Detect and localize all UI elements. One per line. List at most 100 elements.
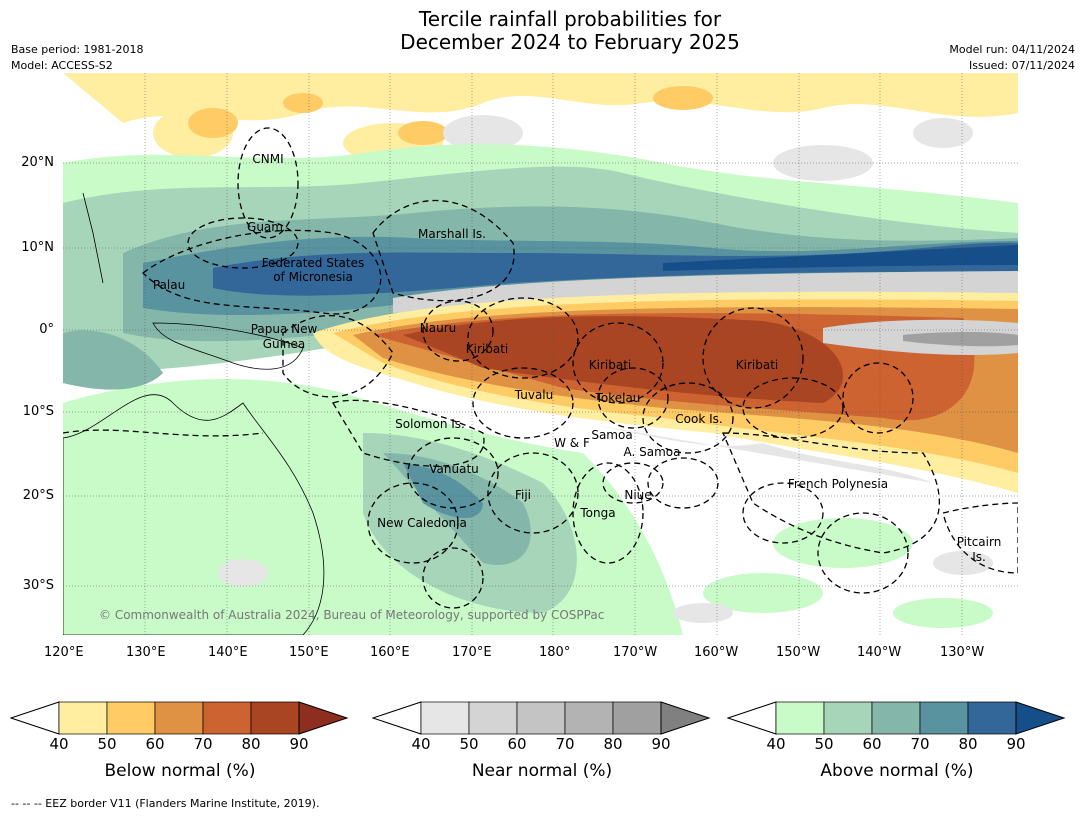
label-samoa: Samoa xyxy=(591,428,633,442)
colorbar-over-arrow xyxy=(298,701,349,735)
colorbar-segment xyxy=(516,701,566,735)
colorbar-segment xyxy=(202,701,252,735)
rainfall-map: © Commonwealth of Australia 2024, Bureau… xyxy=(63,73,1018,635)
lat-tick: 20°S xyxy=(22,488,54,503)
colorbar-tick: 40 xyxy=(766,735,786,753)
colorbar-tick: 80 xyxy=(603,735,623,753)
lon-tick: 150°E xyxy=(289,645,329,660)
colorbar-tick: 50 xyxy=(814,735,834,753)
label-solomon-is: Solomon Is. xyxy=(395,417,465,431)
colorbar-tick: 50 xyxy=(459,735,479,753)
label-niue: Niue xyxy=(624,488,652,502)
label-guam: Guam xyxy=(247,220,283,234)
model-name: Model: ACCESS-S2 xyxy=(11,59,113,72)
lon-tick: 170°W xyxy=(613,645,658,660)
colorbar-1 xyxy=(371,700,712,740)
label-wallis-futuna: W & F xyxy=(554,436,590,450)
lat-tick: 30°S xyxy=(22,578,54,593)
label-marshall-is: Marshall Is. xyxy=(418,227,486,241)
title-line-1: Tercile rainfall probabilities for xyxy=(418,7,722,31)
label-new-caledonia: New Caledonia xyxy=(377,516,467,530)
label-american-samoa: A. Samoa xyxy=(623,445,681,459)
label-pitcairn-1: Pitcairn xyxy=(956,535,1002,549)
colorbar-segment xyxy=(420,701,470,735)
colorbar-under-arrow xyxy=(371,701,422,735)
colorbar-under-arrow xyxy=(9,701,60,735)
model-run: Model run: 04/11/2024 xyxy=(949,43,1075,56)
colorbar-tick: 60 xyxy=(862,735,882,753)
base-period: Base period: 1981-2018 xyxy=(11,43,144,56)
label-fsm-2: of Micronesia xyxy=(273,270,353,284)
colorbar-title: Above normal (%) xyxy=(820,761,974,781)
colorbar-tick: 40 xyxy=(49,735,69,753)
colorbar-tick: 40 xyxy=(411,735,431,753)
label-nauru: Nauru xyxy=(419,321,457,335)
colorbar-tick: 90 xyxy=(289,735,309,753)
label-tuvalu: Tuvalu xyxy=(514,388,554,402)
lat-tick: 10°S xyxy=(22,404,54,419)
colorbar-segment xyxy=(58,701,108,735)
colorbar-tick: 60 xyxy=(145,735,165,753)
colorbar-segment xyxy=(871,701,921,735)
colorbar-tick: 70 xyxy=(555,735,575,753)
lon-tick: 140°W xyxy=(857,645,902,660)
title-line-2: December 2024 to February 2025 xyxy=(400,30,740,54)
lon-tick: 130°E xyxy=(126,645,166,660)
colorbar-tick: 50 xyxy=(97,735,117,753)
copyright-notice: © Commonwealth of Australia 2024, Bureau… xyxy=(99,608,604,622)
lon-tick: 120°E xyxy=(44,645,84,660)
colorbar-under-arrow xyxy=(726,701,777,735)
label-fsm-1: Federated States xyxy=(261,256,365,270)
colorbar-segment xyxy=(775,701,825,735)
label-cook-is: Cook Is. xyxy=(675,412,723,426)
colorbar-tick: 90 xyxy=(1006,735,1026,753)
label-fiji: Fiji xyxy=(514,488,532,502)
colorbar-tick: 80 xyxy=(241,735,261,753)
colorbar-segment xyxy=(468,701,518,735)
colorbar-segment xyxy=(919,701,969,735)
lon-tick: 140°E xyxy=(208,645,248,660)
eez-borders xyxy=(63,127,1018,609)
colorbar-title: Near normal (%) xyxy=(471,761,613,781)
label-tonga: Tonga xyxy=(580,506,616,520)
colorbar-segment xyxy=(967,701,1017,735)
colorbar-segment xyxy=(154,701,204,735)
colorbar-tick: 70 xyxy=(910,735,930,753)
label-tokelau: Tokelau xyxy=(595,391,641,405)
lon-tick: 130°W xyxy=(940,645,985,660)
colorbar-over-arrow xyxy=(1015,701,1066,735)
label-kiribati-east: Kiribati xyxy=(735,358,779,372)
colorbar-tick: 70 xyxy=(193,735,213,753)
colorbar-segment xyxy=(612,701,662,735)
meta-right: Model run: 04/11/2024 Issued: 07/11/2024 xyxy=(949,42,1075,74)
eez-legend-note: -- -- -- EEZ border V11 (Flanders Marine… xyxy=(11,797,320,810)
colorbar-title: Below normal (%) xyxy=(104,761,256,781)
label-png-2: Guinea xyxy=(262,337,306,351)
lon-tick: 160°W xyxy=(694,645,739,660)
lat-tick: 10°N xyxy=(21,240,54,255)
label-palau: Palau xyxy=(152,278,186,292)
colorbar-segment xyxy=(250,701,300,735)
colorbar-0 xyxy=(9,700,350,740)
lon-tick: 170°E xyxy=(452,645,492,660)
label-cnmi: CNMI xyxy=(252,152,284,166)
colorbar-segment xyxy=(564,701,614,735)
label-kiribati-west: Kiribati xyxy=(465,342,509,356)
lon-tick: 180° xyxy=(539,645,571,660)
colorbar-2 xyxy=(726,700,1067,740)
lon-tick: 160°E xyxy=(370,645,410,660)
meta-left: Base period: 1981-2018 Model: ACCESS-S2 xyxy=(11,42,143,74)
colorbar-segment xyxy=(823,701,873,735)
colorbar-tick: 90 xyxy=(651,735,671,753)
colorbar-tick: 80 xyxy=(958,735,978,753)
lat-tick: 0° xyxy=(39,322,54,337)
label-png-1: Papua New xyxy=(250,322,318,336)
colorbar-tick: 60 xyxy=(507,735,527,753)
label-vanuatu: Vanuatu xyxy=(429,462,479,476)
chart-title: Tercile rainfall probabilities for Decem… xyxy=(0,8,1085,54)
label-french-polynesia: French Polynesia xyxy=(787,477,889,491)
colorbar-over-arrow xyxy=(660,701,711,735)
issued-date: Issued: 07/11/2024 xyxy=(968,59,1075,72)
label-kiribati-central: Kiribati xyxy=(588,358,632,372)
label-pitcairn-2: Is. xyxy=(972,550,986,564)
